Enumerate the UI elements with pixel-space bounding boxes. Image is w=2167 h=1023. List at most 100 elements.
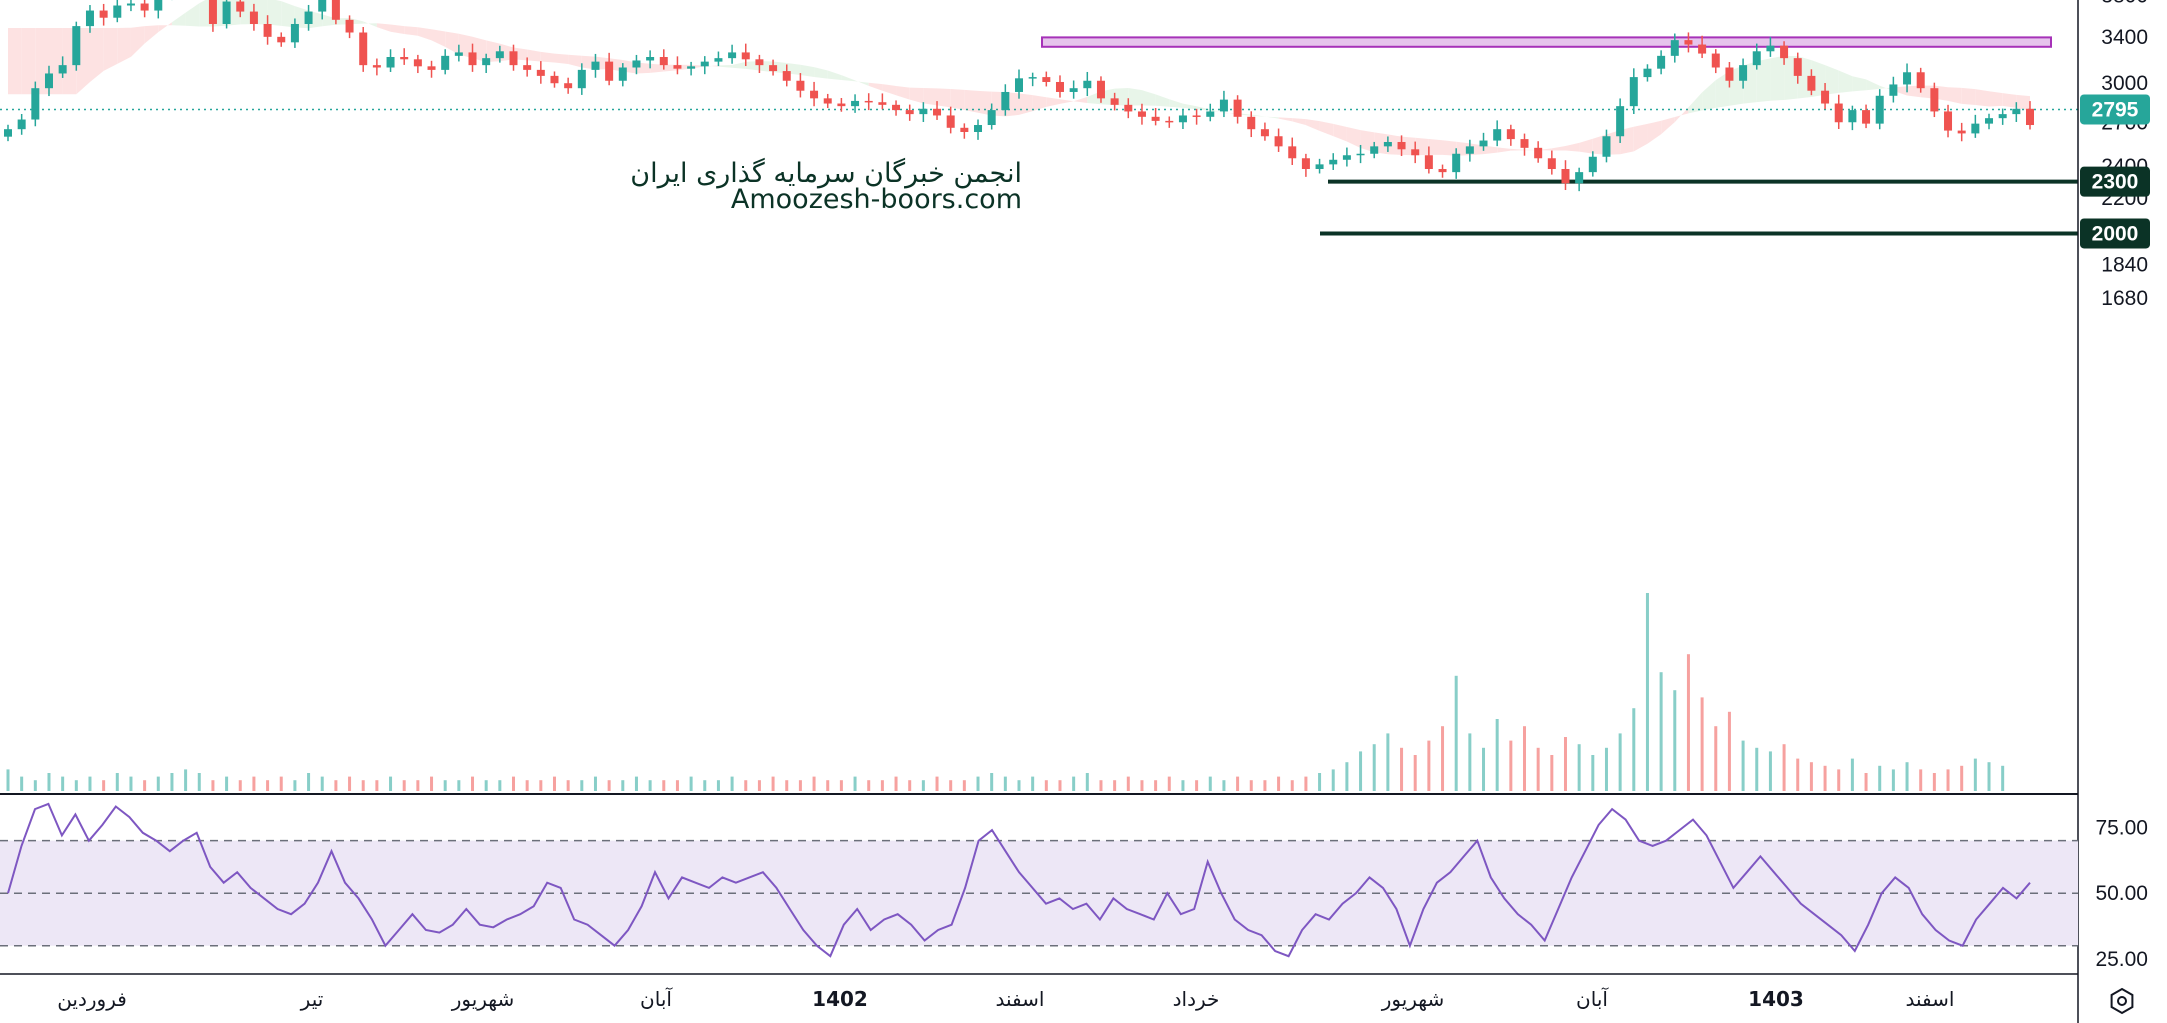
price-tick-label: 1840 [2101,253,2148,276]
rsi-panel[interactable] [0,802,2078,958]
cloud-segment [171,12,186,26]
main-price-panel[interactable]: انجمن خبرگان سرمایه گذاری ایران Amoozesh… [0,0,2078,791]
candle [208,0,217,32]
volume-bar [416,780,420,791]
cloud-segment [1770,55,1785,101]
volume-bar [1755,747,1759,791]
candle [1766,36,1775,57]
candle [1137,103,1146,125]
cloud-segment [431,29,446,47]
volume-bar [1700,697,1704,791]
candle [1438,164,1447,178]
cloud-segment [117,27,131,64]
volume-bar [703,780,707,791]
candle [359,26,368,72]
volume-bar [1331,769,1335,791]
candle [1916,67,1925,93]
candle [1930,82,1939,118]
volume-bar [1837,769,1841,791]
volume-bar [880,780,884,791]
candle [577,63,586,95]
cloud-segment [909,87,924,104]
candlesticks[interactable] [4,0,2034,192]
cloud-segment [650,63,664,73]
time-axis[interactable]: فروردین تیر شهریور آبان 1402 اسفند خرداد شهریور… [57,986,1954,1011]
candle [1875,89,1884,130]
volume-bar [1509,740,1513,791]
volume-bar [798,780,802,791]
candle [1985,113,1994,130]
rsi-tick-label: 25.00 [2095,948,2148,971]
volume-bar [593,776,597,791]
cloud-segment [1073,96,1088,103]
cloud-segment [718,65,733,68]
cloud-segment [363,21,377,28]
volume-bar [1905,762,1909,791]
volume-bar [894,776,898,791]
cloud-segment [417,27,432,41]
price-axis[interactable]: 4600420038003400300027002400220018401680… [2080,0,2150,310]
cloud-segment [1210,109,1224,114]
volume-bar [1167,776,1171,791]
volume-bar [1441,726,1445,791]
cloud-segment [896,85,910,100]
candle [1834,94,1843,129]
volume-bar [908,780,912,791]
candle [1493,120,1502,147]
cloud-segment [1838,70,1853,93]
time-tick-label: خرداد [1173,987,1220,1011]
cloud-segment [868,82,883,91]
rsi-axis[interactable]: 75.00 50.00 25.00 [2095,817,2148,971]
volume-bar [197,773,201,791]
volume-bar [1741,740,1745,791]
candle [960,123,969,139]
volume-bar [1236,776,1240,791]
candle [1684,32,1693,53]
candle [714,51,723,67]
candle [318,0,327,20]
volume-bar [1482,747,1486,791]
candle [1124,98,1133,119]
volume-bar [730,776,734,791]
cloud-segment [814,67,828,79]
candle [987,103,996,130]
candle [495,45,504,63]
volume-bar [675,780,679,791]
cloud-segment [144,25,159,44]
volume-bar [1181,780,1185,791]
candle [277,32,286,47]
watermark-line2: Amoozesh-boors.com [731,184,1022,215]
level-badge-2300: 2300 [2080,166,2150,197]
svg-text:2300: 2300 [2092,171,2139,194]
volume-bar [361,780,365,791]
candle [564,77,573,94]
watermark-line1: انجمن خبرگان سرمایه گذاری ایران [630,157,1022,189]
volume-bar [1454,675,1458,791]
volume-bar [1946,769,1950,791]
resistance-zone[interactable] [1041,36,2052,48]
horizontal-levels[interactable] [132,0,2078,236]
time-tick-label: اسفند [1906,987,1955,1011]
candle [140,0,149,18]
cloud-segment [950,89,965,110]
cloud-segment [8,27,22,95]
candle [741,43,750,67]
cloud-segment [841,75,856,82]
candle [1657,50,1666,75]
volume-bar [1891,769,1895,791]
chart-settings-icon[interactable] [2110,987,2134,1015]
candle [1848,105,1857,131]
candle [4,124,12,142]
level-badge-2000: 2000 [2080,218,2150,249]
candle [1547,150,1556,175]
cloud-segment [1702,80,1716,111]
watermark: انجمن خبرگان سرمایه گذاری ایران Amoozesh… [630,157,1022,215]
candle [1083,71,1092,97]
volume-bar [935,776,939,791]
candle [1616,98,1625,143]
price-tick-label: 3400 [2101,26,2148,49]
candle [536,61,545,84]
candle [113,0,122,23]
cloud-segment [1647,120,1662,144]
